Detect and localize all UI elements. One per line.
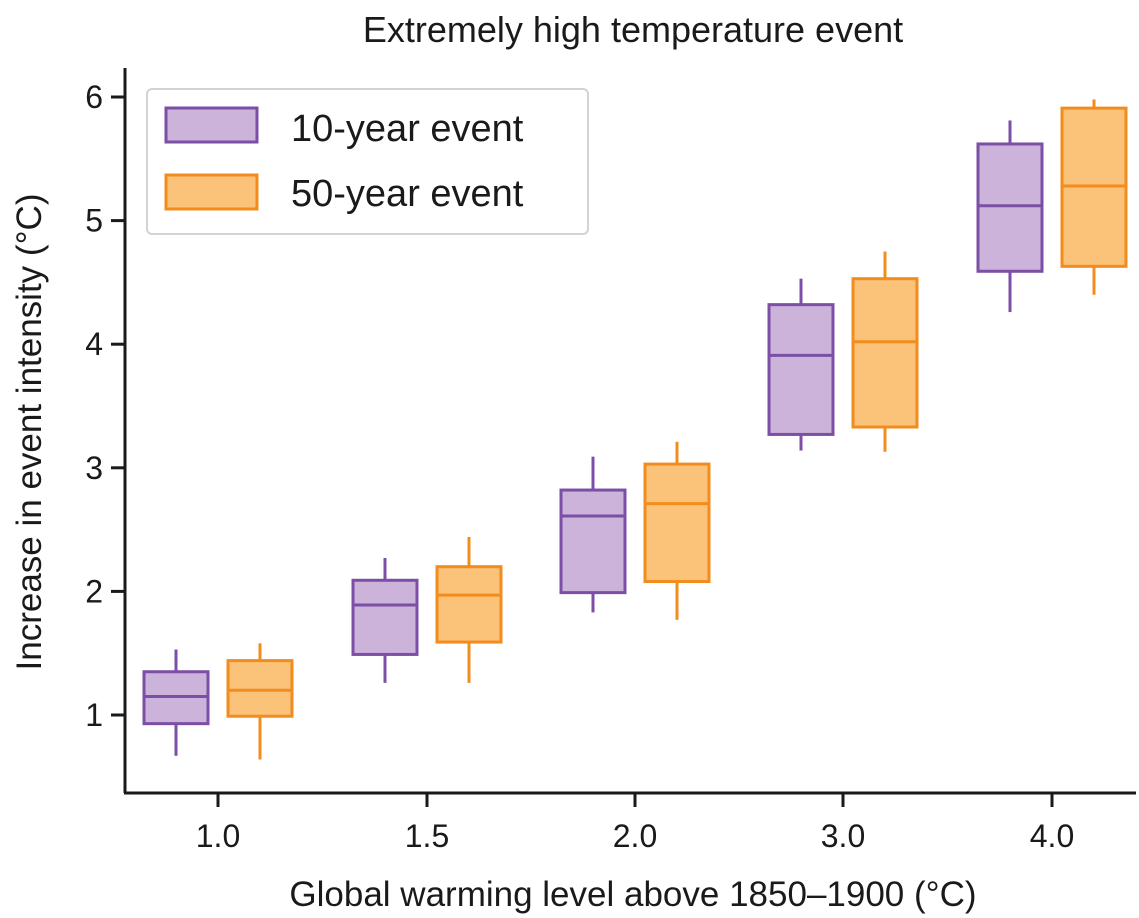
box-series [142,99,1128,760]
x-axis-label: Global warming level above 1850–1900 (°C… [289,875,976,914]
box-body [976,142,1044,273]
box-body [226,659,294,718]
box-body [767,303,835,436]
y-tick-label: 5 [85,203,103,239]
box-group [976,120,1044,313]
x-tick-label: 3.0 [821,818,865,854]
x-ticks: 1.0 1.5 2.0 3.0 4.0 [196,793,1074,854]
box-group [1060,99,1128,295]
box-group [767,278,835,451]
x-tick-label: 4.0 [1030,818,1074,854]
y-ticks: 1 2 3 4 5 6 [85,79,125,733]
box-body [559,488,627,595]
legend-swatch-10-year [164,106,259,144]
box-body [351,578,419,656]
x-tick-label: 1.0 [196,818,240,854]
plot-area: 1 2 3 4 5 6 1.0 1.5 2.0 3.0 4.0 [85,68,1136,854]
y-axis-label: Increase in event intensity (°C) [10,194,49,671]
y-tick-label: 6 [85,79,103,115]
x-tick-label: 2.0 [613,818,657,854]
box-group [226,643,294,760]
chart-title: Extremely high temperature event [363,9,903,50]
box-body [643,462,711,584]
box-body [435,565,503,644]
y-tick-label: 2 [85,573,103,609]
box-group [435,537,503,683]
box-group [643,441,711,620]
x-tick-label: 1.5 [405,818,449,854]
legend: 10-year event 50-year event [146,88,589,235]
y-tick-label: 4 [85,326,103,362]
y-tick-label: 3 [85,450,103,486]
legend-swatch-50-year [164,173,259,211]
box-group [559,456,627,613]
box-group [142,649,210,756]
box-group [851,251,919,452]
box-body [851,277,919,429]
box-group [351,558,419,683]
legend-label-10-year: 10-year event [291,108,524,150]
legend-label-50-year: 50-year event [291,173,524,215]
y-tick-label: 1 [85,697,103,733]
